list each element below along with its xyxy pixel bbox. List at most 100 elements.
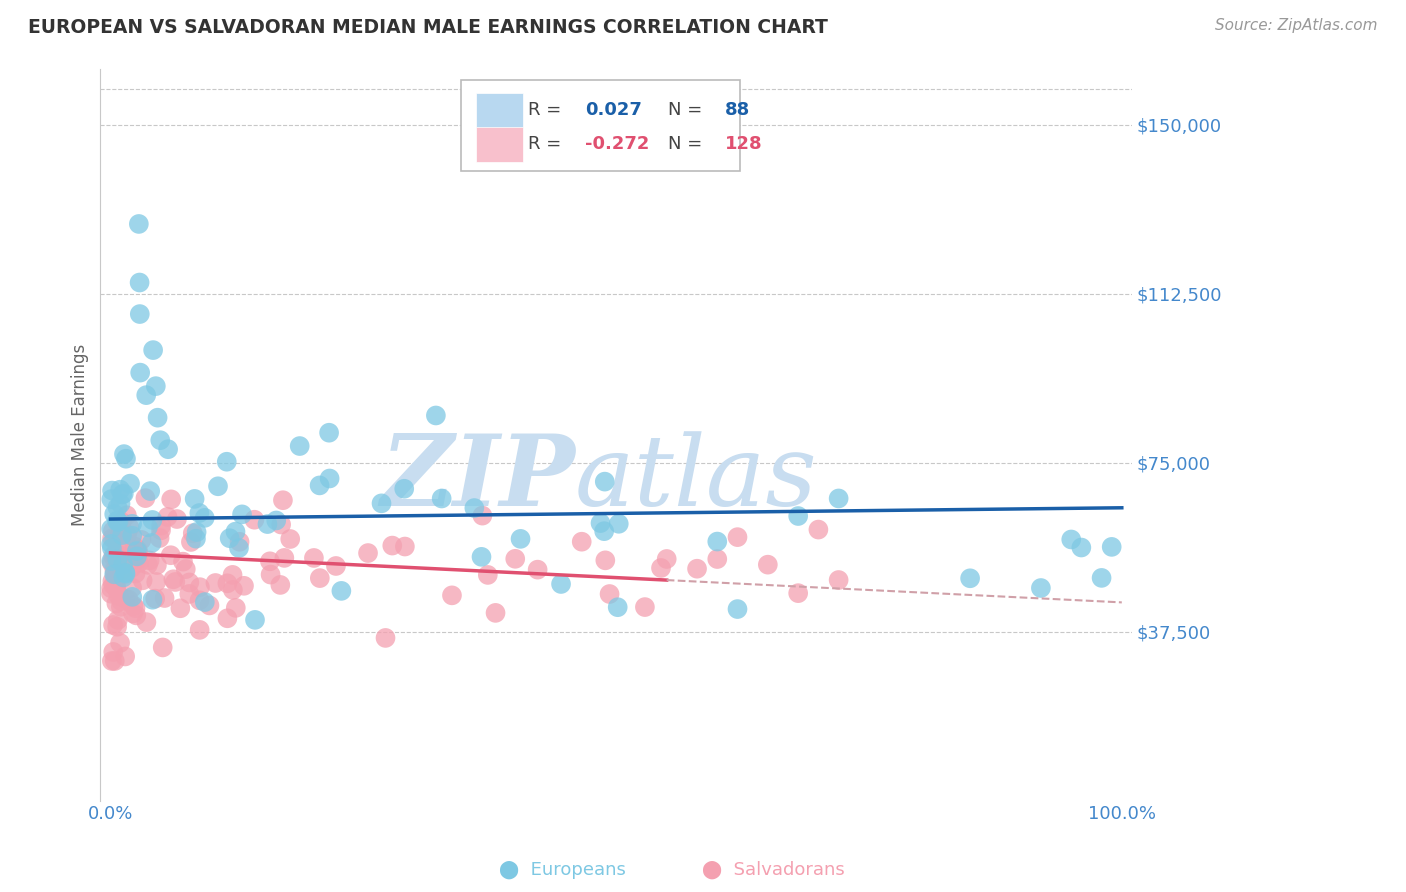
Europeans <box>121 529 143 543</box>
Salvadorans <box>217 576 239 591</box>
Salvadorans <box>477 568 499 582</box>
Salvadorans <box>153 591 176 605</box>
Text: 128: 128 <box>724 135 762 153</box>
Europeans <box>125 549 148 564</box>
Salvadorans <box>118 521 141 535</box>
Salvadorans <box>104 566 127 581</box>
Salvadorans <box>103 563 125 577</box>
Europeans <box>186 524 208 539</box>
Salvadorans <box>131 574 153 588</box>
Y-axis label: Median Male Earnings: Median Male Earnings <box>72 343 89 525</box>
Salvadorans <box>156 509 179 524</box>
FancyBboxPatch shape <box>461 79 740 171</box>
Salvadorans <box>143 591 166 606</box>
Europeans <box>1101 540 1123 554</box>
Salvadorans <box>138 553 160 567</box>
Europeans <box>101 541 124 556</box>
Salvadorans <box>111 515 134 529</box>
Europeans <box>100 537 122 551</box>
Europeans <box>593 475 616 489</box>
Salvadorans <box>228 534 250 549</box>
Europeans <box>218 531 240 545</box>
Salvadorans <box>174 562 197 576</box>
Europeans <box>959 571 981 585</box>
Salvadorans <box>217 611 239 625</box>
Salvadorans <box>180 535 202 549</box>
Salvadorans <box>100 587 122 601</box>
Salvadorans <box>162 572 184 586</box>
Europeans <box>606 600 628 615</box>
Salvadorans <box>108 636 131 650</box>
Text: R =: R = <box>529 101 568 119</box>
Europeans <box>125 544 148 558</box>
Salvadorans <box>104 548 127 562</box>
Salvadorans <box>259 567 281 582</box>
Europeans <box>509 532 531 546</box>
Salvadorans <box>135 615 157 629</box>
Salvadorans <box>101 524 124 538</box>
Europeans <box>425 409 447 423</box>
Salvadorans <box>655 552 678 566</box>
Salvadorans <box>121 561 143 575</box>
Text: -0.272: -0.272 <box>585 135 650 153</box>
Salvadorans <box>807 523 830 537</box>
Text: 0.027: 0.027 <box>585 101 643 119</box>
Salvadorans <box>271 493 294 508</box>
Salvadorans <box>101 654 124 668</box>
Europeans <box>100 492 122 507</box>
Salvadorans <box>114 557 136 571</box>
Salvadorans <box>302 551 325 566</box>
Europeans <box>183 491 205 506</box>
Europeans <box>105 552 128 566</box>
Salvadorans <box>112 541 135 556</box>
Salvadorans <box>122 599 145 613</box>
Europeans <box>593 524 616 538</box>
Salvadorans <box>101 578 124 592</box>
Salvadorans <box>526 563 548 577</box>
Salvadorans <box>599 587 621 601</box>
Salvadorans <box>273 550 295 565</box>
Europeans <box>1060 533 1083 547</box>
Text: ⬤  Europeans: ⬤ Europeans <box>499 861 626 879</box>
Salvadorans <box>179 587 201 601</box>
Salvadorans <box>634 600 657 615</box>
Salvadorans <box>114 591 136 606</box>
Europeans <box>318 471 340 485</box>
Salvadorans <box>112 540 135 554</box>
Salvadorans <box>440 588 463 602</box>
Salvadorans <box>160 492 183 507</box>
Salvadorans <box>121 581 143 595</box>
Salvadorans <box>105 568 128 582</box>
Europeans <box>727 602 749 616</box>
Salvadorans <box>114 649 136 664</box>
Salvadorans <box>125 608 148 623</box>
Salvadorans <box>233 579 256 593</box>
Europeans <box>589 516 612 530</box>
Salvadorans <box>146 558 169 572</box>
Salvadorans <box>159 548 181 562</box>
Salvadorans <box>225 600 247 615</box>
Salvadorans <box>103 548 125 562</box>
Europeans <box>215 455 238 469</box>
Europeans <box>107 500 129 515</box>
Salvadorans <box>270 517 292 532</box>
Salvadorans <box>127 542 149 557</box>
Europeans <box>142 343 165 357</box>
Europeans <box>145 379 167 393</box>
Salvadorans <box>127 544 149 558</box>
Salvadorans <box>107 613 129 627</box>
Europeans <box>114 566 136 580</box>
Europeans <box>108 483 131 497</box>
Europeans <box>100 554 122 568</box>
Europeans <box>112 486 135 500</box>
Europeans <box>194 511 217 525</box>
Europeans <box>121 516 143 531</box>
Europeans <box>129 366 152 380</box>
Europeans <box>141 592 163 607</box>
Salvadorans <box>706 552 728 566</box>
Text: 88: 88 <box>724 101 749 119</box>
Salvadorans <box>104 581 127 595</box>
Europeans <box>146 410 169 425</box>
Text: ⬤  Salvadorans: ⬤ Salvadorans <box>702 861 845 879</box>
Europeans <box>188 506 211 520</box>
